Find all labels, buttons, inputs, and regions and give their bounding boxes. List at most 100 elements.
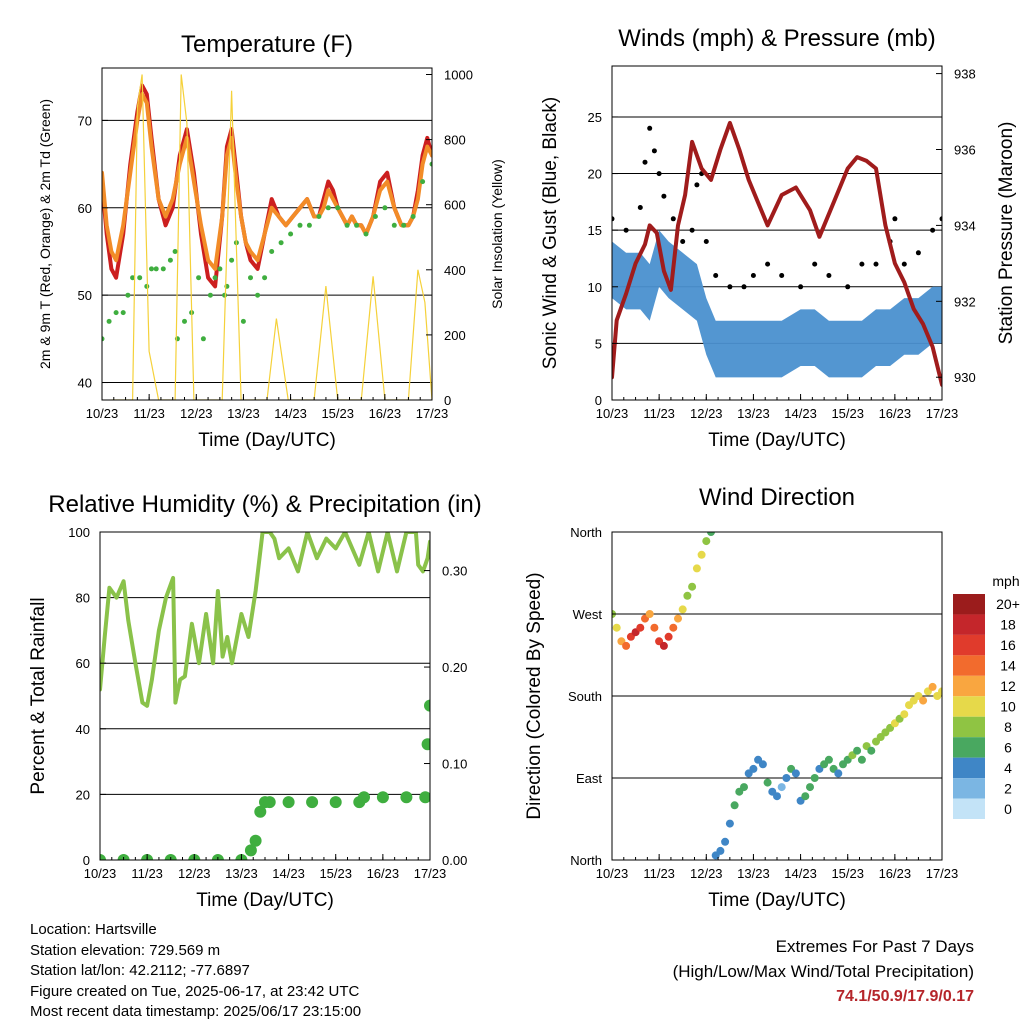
data-point [149,266,154,272]
plot-area [100,532,430,860]
data-point [716,846,725,855]
y2-axis-label: Solar Insolation (Yellow) [489,159,505,309]
chart-title: Winds (mph) & Pressure (mb) [618,25,935,52]
series-total-rainfall [100,699,430,860]
x-tick-label: 17/23 [416,406,449,421]
legend-swatch [953,778,985,799]
data-point [636,623,645,632]
x-axis-label: Time (Day/UTC) [708,890,846,911]
y2-tick-label: 0.00 [442,853,467,868]
data-point [255,292,261,298]
data-point [692,564,701,573]
y-axis-label: Direction (Colored By Speed) [524,572,545,819]
x-tick-label: 14/23 [784,406,817,421]
y2-tick-label: 0.10 [442,757,467,772]
station-info: Location: Hartsville Station elevation: … [30,920,361,1023]
data-point [730,801,739,810]
data-point [740,783,748,792]
y2-tick-label: 0.20 [442,660,467,675]
data-point [102,336,105,342]
data-point [659,641,668,650]
data-point [694,182,700,188]
plot-area [102,74,432,400]
legend-swatch [953,614,985,635]
data-point [915,250,921,256]
data-point [826,273,832,278]
data-point [661,193,667,199]
data-point [182,318,187,324]
legend-swatch [953,798,985,819]
data-point [419,791,430,804]
data-point [697,550,706,559]
y2-axis-label: Station Pressure (Maroon) [996,122,1017,345]
legend-swatch [953,655,985,676]
station-elevation: Station elevation: 729.569 m [30,941,221,959]
y2-tick-label: 930 [954,370,976,385]
data-point [306,796,319,809]
y-tick-label: 80 [76,591,90,606]
legend-label: 12 [1000,678,1016,694]
data-point [229,257,235,263]
legend-swatch [953,757,985,779]
legend-swatch [953,634,985,656]
data-point [845,284,851,290]
x-axis-label: Time (Day/UTC) [708,430,846,451]
y-tick-label: 60 [78,201,92,216]
data-point [278,240,284,246]
extremes-summary: Extremes For Past 7 Days (High/Low/Max W… [673,934,974,1009]
data-point [222,292,228,298]
chart-temperature: Temperature (F) 10/23 11/23 12/23 13/23 14/23… [37,31,505,451]
data-point [612,623,621,632]
legend-label: 16 [1000,637,1016,653]
data-point [900,710,909,719]
data-point [824,755,833,764]
data-point [612,216,615,222]
series-wind [612,230,942,378]
data-point [812,261,818,267]
y-tick-label: 15 [588,223,602,238]
y-tick-label: 50 [78,288,92,303]
data-point [106,318,112,324]
y2-tick-label: 0.30 [442,564,467,579]
data-point [376,791,389,804]
data-point [782,774,791,782]
y-tick-label: 20 [588,167,602,182]
data-point [773,792,781,801]
y-tick-label: 5 [595,336,602,351]
y2-tick-label: 800 [444,133,466,148]
y2-tick-label: 600 [444,198,466,213]
data-point [363,231,369,237]
legend-swatch [953,696,985,717]
data-point [779,273,785,278]
legend-label: 10 [1000,699,1016,715]
x-tick-label: 15/23 [831,406,864,421]
data-point [113,310,119,316]
x-tick-label: 12/23 [178,866,211,881]
data-point [859,261,865,267]
y-tick-label: 10 [588,280,602,295]
x-tick-label: 12/23 [180,406,213,421]
legend-swatch [953,675,985,697]
x-tick-label: 14/23 [274,406,307,421]
x-tick-label: 10/23 [86,406,119,421]
extremes-subheading: (High/Low/Max Wind/Total Precipitation) [672,962,974,981]
data-point [269,249,275,254]
data-point [622,641,631,650]
data-point [791,769,800,778]
plot-area [612,532,942,860]
data-point [763,778,772,787]
data-point [358,791,370,804]
x-tick-label: 14/23 [784,866,817,881]
data-point [335,205,341,211]
series-pressure [612,120,942,387]
x-tick-label: 13/23 [737,866,770,881]
data-point [372,214,378,219]
data-point [254,805,267,818]
x-tick-label: 10/23 [596,866,629,881]
data-point [798,284,804,290]
x-tick-label: 12/23 [690,406,723,421]
data-point [867,746,876,755]
x-tick-label: 10/23 [596,406,629,421]
data-point [642,159,648,165]
data-point [244,844,257,857]
